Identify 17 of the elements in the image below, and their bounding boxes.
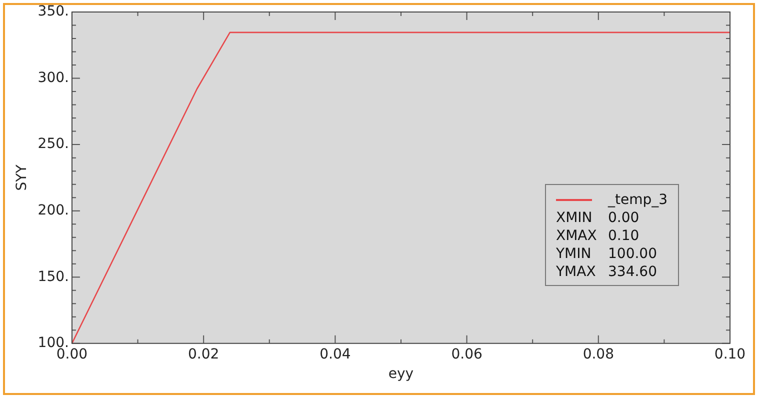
x-tick-label: 0.04 [320,346,351,362]
x-tick-label: 0.10 [714,346,746,362]
annotation: XMAX 0.10 [556,227,640,246]
y-tick-label: 350. [38,4,69,20]
annotation: XMIN 0.00 [556,209,640,228]
annotation: YMIN 100.00 [556,245,657,264]
y-tick-label: 200. [38,202,69,218]
annotation: YMAX 334.60 [556,263,657,282]
x-tick-label: 0.08 [582,346,614,362]
x-tick-label: 0.06 [451,346,482,362]
x-axis-title: eyy [388,366,414,382]
y-tick-label: 300. [38,70,69,86]
y-tick-label: 150. [38,268,69,285]
y-axis-title: SYY [14,164,30,191]
legend-label: _temp_3 [608,191,668,210]
y-tick-label: 250. [38,136,69,152]
x-tick-label: 0.02 [188,346,220,362]
